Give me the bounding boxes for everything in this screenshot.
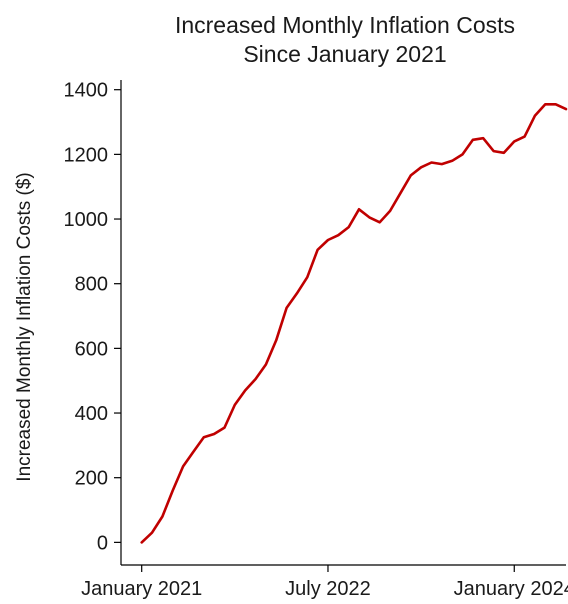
y-tick-label: 0	[97, 532, 108, 554]
x-axis-ticks: January 2021 July 2022 January 2024	[81, 565, 568, 600]
y-tick-label: 1000	[64, 209, 109, 231]
x-tick-label: January 2024	[454, 578, 568, 600]
x-tick-label: July 2022	[285, 578, 371, 600]
chart-title-line1: Increased Monthly Inflation Costs	[175, 12, 515, 38]
y-axis-ticks: 0 200 400 600 800 1000 1200 1400	[64, 80, 121, 554]
y-tick-label: 1400	[64, 80, 109, 102]
y-axis-label: Increased Monthly Inflation Costs ($)	[14, 172, 35, 481]
y-tick-label: 200	[75, 468, 108, 490]
y-tick-label: 1200	[64, 144, 109, 166]
axes	[120, 80, 566, 566]
series-group	[140, 103, 568, 544]
chart-title-line2: Since January 2021	[243, 41, 446, 67]
y-tick-label: 800	[75, 274, 108, 296]
y-tick-label: 400	[75, 403, 108, 425]
y-tick-label: 600	[75, 338, 108, 360]
series-line	[140, 103, 568, 544]
x-tick-label: January 2021	[81, 578, 202, 600]
